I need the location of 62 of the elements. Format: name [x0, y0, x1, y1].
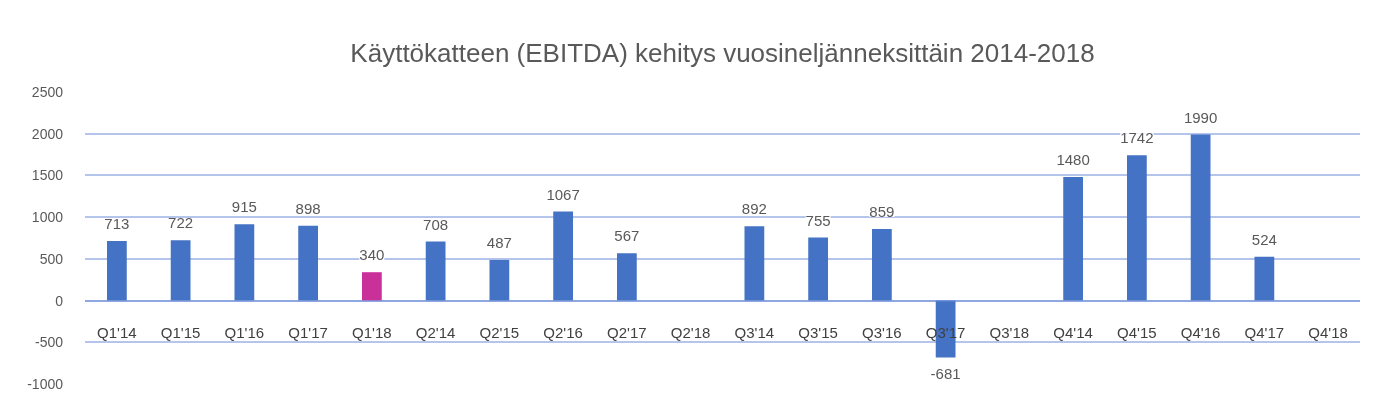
y-tick-label: 500 [39, 250, 64, 267]
data-label: 487 [486, 233, 512, 251]
x-tick-label: Q3'17 [925, 323, 966, 341]
x-tick-label: Q4'17 [1244, 323, 1285, 341]
x-tick-label: Q3'15 [798, 323, 838, 341]
bar [425, 241, 446, 301]
x-tick-label: Q3'16 [862, 323, 902, 341]
x-tick-label: Q1'15 [160, 323, 201, 341]
data-label: 1067 [546, 185, 580, 203]
x-tick-label: Q2'16 [543, 323, 583, 341]
y-tick-label: 1000 [31, 209, 64, 226]
x-tick-label: Q4'14 [1053, 323, 1093, 341]
y-tick-label: 2000 [31, 125, 64, 142]
bar [1190, 134, 1211, 301]
bar [1254, 256, 1275, 301]
data-label: 915 [231, 198, 257, 216]
data-label: 1480 [1056, 151, 1090, 169]
x-tick-label: Q2'18 [670, 323, 711, 341]
x-tick-label: Q3'14 [734, 323, 775, 341]
data-label: 524 [1251, 230, 1277, 248]
x-tick-label: Q4'16 [1180, 323, 1221, 341]
data-label: -681 [930, 365, 961, 383]
data-label: 898 [295, 199, 321, 217]
y-tick-label: -1000 [27, 376, 64, 392]
x-tick-label: Q4'18 [1308, 323, 1348, 341]
x-tick-label: Q3'18 [989, 323, 1030, 341]
bar [808, 237, 829, 301]
x-tick-label: Q1'14 [97, 323, 137, 341]
data-label: 340 [359, 246, 385, 264]
x-tick-label: Q1'17 [288, 323, 328, 341]
bar [1063, 177, 1084, 301]
data-label: 722 [168, 214, 194, 232]
x-tick-label: Q1'16 [224, 323, 265, 341]
data-label: 713 [104, 215, 130, 233]
data-label: 708 [423, 215, 449, 233]
y-tick-label: 0 [55, 292, 64, 309]
x-tick-label: Q2'15 [479, 323, 520, 341]
data-label: 567 [614, 227, 640, 245]
data-label: 892 [741, 200, 767, 218]
bar [489, 259, 510, 301]
y-tick-label: 2500 [31, 84, 64, 100]
bar [234, 224, 255, 301]
bar [871, 228, 892, 301]
chart-title: Käyttökatteen (EBITDA) kehitys vuosineljänneksittäin 2014-2018 [350, 38, 1095, 68]
x-tick-label: Q2'17 [607, 323, 647, 341]
y-tick-label: -500 [34, 334, 64, 351]
bar [553, 211, 574, 301]
data-label: 859 [869, 202, 895, 220]
data-label: 755 [805, 211, 831, 229]
bar [616, 253, 637, 301]
data-label: 1742 [1120, 129, 1154, 147]
bar [361, 272, 382, 301]
bar [170, 240, 191, 301]
bar [744, 226, 765, 301]
bar [106, 241, 127, 301]
x-tick-label: Q2'14 [415, 323, 456, 341]
bar [1126, 155, 1147, 301]
x-tick-label: Q1'18 [352, 323, 392, 341]
y-tick-label: 1500 [31, 167, 64, 184]
data-label: 1990 [1183, 108, 1218, 126]
bar [298, 225, 319, 301]
x-tick-label: Q4'15 [1117, 323, 1157, 341]
